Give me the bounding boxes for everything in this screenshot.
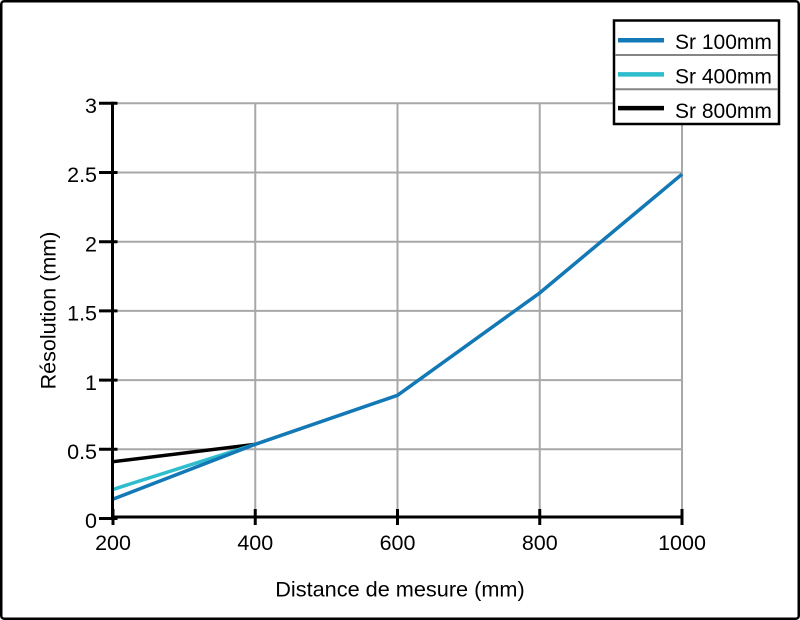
svg-text:200: 200 bbox=[95, 531, 131, 555]
svg-text:Sr 400mm: Sr 400mm bbox=[675, 65, 772, 88]
svg-text:0.5: 0.5 bbox=[67, 440, 97, 464]
svg-text:1.5: 1.5 bbox=[67, 302, 97, 326]
svg-text:800: 800 bbox=[522, 531, 558, 555]
svg-text:3: 3 bbox=[85, 94, 97, 118]
svg-text:Distance de mesure (mm): Distance de mesure (mm) bbox=[275, 576, 524, 601]
svg-text:0: 0 bbox=[85, 509, 97, 533]
svg-text:2.5: 2.5 bbox=[67, 163, 97, 187]
svg-text:1000: 1000 bbox=[658, 531, 706, 555]
svg-text:1: 1 bbox=[85, 371, 97, 395]
svg-text:Sr 100mm: Sr 100mm bbox=[675, 31, 772, 54]
svg-text:600: 600 bbox=[380, 531, 416, 555]
svg-text:Sr 800mm: Sr 800mm bbox=[675, 100, 772, 123]
svg-text:Résolution (mm): Résolution (mm) bbox=[37, 232, 61, 390]
svg-text:2: 2 bbox=[85, 232, 97, 256]
svg-text:400: 400 bbox=[237, 531, 273, 555]
